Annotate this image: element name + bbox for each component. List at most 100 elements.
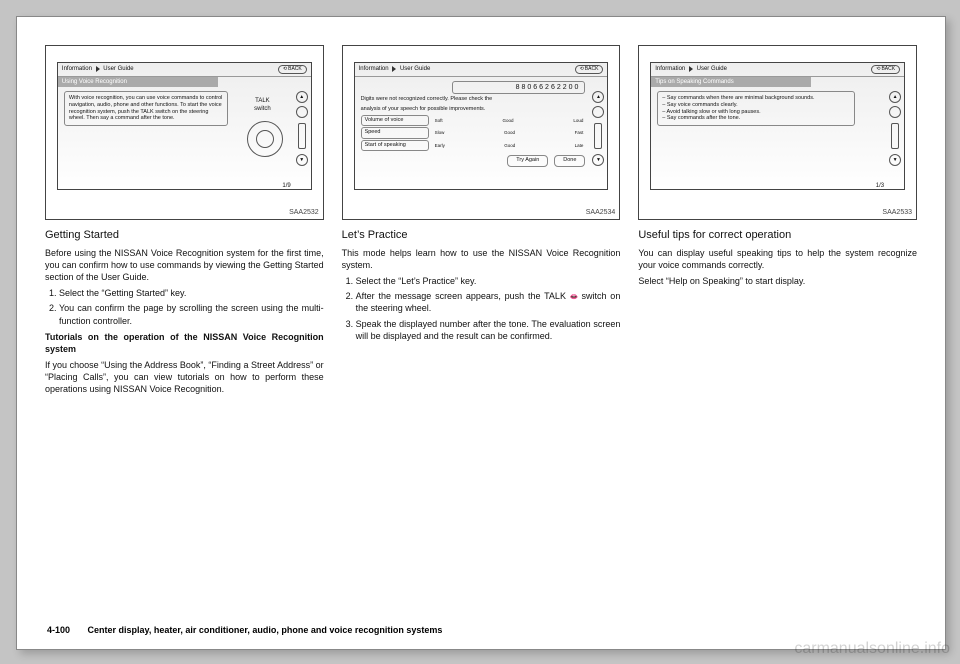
analysis-row: Start of speaking EarlyGoodLate	[361, 140, 586, 151]
ordered-list: Select the “Getting Started” key. You ca…	[59, 287, 324, 326]
column-3: Information User Guide ⟲ BACK Tips on Sp…	[638, 45, 917, 567]
screen-body: With voice recognition, you can use voic…	[58, 87, 311, 193]
done-button[interactable]: Done	[554, 155, 585, 166]
manual-page: Information User Guide ⟲ BACK Using Voic…	[16, 16, 946, 650]
scrollbar[interactable]	[594, 123, 602, 149]
figure-1: Information User Guide ⟲ BACK Using Voic…	[45, 45, 324, 220]
column-1: Information User Guide ⟲ BACK Using Voic…	[45, 45, 324, 567]
up-icon[interactable]: ▲	[592, 91, 604, 103]
row-label: Volume of voice	[361, 115, 429, 126]
row-label: Start of speaking	[361, 140, 429, 151]
figure-2: Information User Guide ⟲ BACK 8806626220…	[342, 45, 621, 220]
para: If you choose “Using the Address Book”, …	[45, 359, 324, 395]
heading-useful-tips: Useful tips for correct operation	[638, 228, 917, 243]
side-controls: ▲ ▼	[592, 91, 604, 166]
screen-header: Information User Guide ⟲ BACK	[355, 63, 608, 77]
return-icon: ⟲	[283, 66, 287, 73]
tab-title: Using Voice Recognition	[58, 77, 218, 87]
screen-header: Information User Guide ⟲ BACK	[58, 63, 311, 77]
page-indicator: 1/9	[282, 182, 290, 190]
heading-lets-practice: Let’s Practice	[342, 228, 621, 243]
heading-getting-started: Getting Started	[45, 228, 324, 243]
return-icon: ⟲	[580, 66, 584, 73]
page-number: 4-100	[47, 625, 85, 635]
steering-wheel-icon	[247, 121, 283, 157]
screen-header: Information User Guide ⟲ BACK	[651, 63, 904, 77]
row-label: Speed	[361, 127, 429, 138]
instruction-box: With voice recognition, you can use voic…	[64, 91, 228, 127]
figure-3: Information User Guide ⟲ BACK Tips on Sp…	[638, 45, 917, 220]
chevron-right-icon	[689, 66, 693, 72]
crumb-left: Information	[655, 66, 685, 72]
para: Select “Help on Speaking” to start displ…	[638, 275, 917, 287]
list-item: After the message screen appears, push t…	[356, 290, 621, 314]
down-icon[interactable]: ▼	[889, 154, 901, 166]
screen-3: Information User Guide ⟲ BACK Tips on Sp…	[650, 62, 905, 190]
analysis-row: Speed SlowGoodFast	[361, 127, 586, 138]
screen-body: 88066262200 Digits were not recognized c…	[355, 77, 608, 183]
error-msg-1: Digits were not recognized correctly. Pl…	[361, 96, 586, 103]
back-button[interactable]: ⟲ BACK	[575, 65, 604, 74]
list-item: Select the “Getting Started” key.	[59, 287, 324, 299]
list-item: Speak the displayed number after the ton…	[356, 318, 621, 342]
subheading: Tutorials on the operation of the NISSAN…	[45, 331, 324, 355]
watermark: carmanualsonline.info	[794, 640, 950, 658]
figure-code: SAA2532	[289, 208, 319, 217]
crumb-right: User Guide	[697, 66, 727, 72]
figure-code: SAA2534	[586, 208, 616, 217]
gauge: SlowGoodFast	[433, 130, 586, 136]
button-row: Try Again Done	[361, 155, 586, 166]
screen-2: Information User Guide ⟲ BACK 8806626220…	[354, 62, 609, 190]
crumb-right: User Guide	[400, 66, 430, 72]
back-label: BACK	[288, 66, 302, 73]
circle-icon[interactable]	[592, 106, 604, 118]
para: Before using the NISSAN Voice Recognitio…	[45, 247, 324, 283]
gauge: EarlyGoodLate	[433, 143, 586, 149]
column-2: Information User Guide ⟲ BACK 8806626220…	[342, 45, 621, 567]
page-footer: 4-100 Center display, heater, air condit…	[47, 625, 442, 635]
figure-code: SAA2533	[882, 208, 912, 217]
back-label: BACK	[881, 66, 895, 73]
para: This mode helps learn how to use the NIS…	[342, 247, 621, 271]
three-column-layout: Information User Guide ⟲ BACK Using Voic…	[17, 17, 945, 577]
list-item: You can confirm the page by scrolling th…	[59, 302, 324, 326]
analysis-row: Volume of voice SoftGoodLoud	[361, 115, 586, 126]
back-button[interactable]: ⟲ BACK	[278, 65, 307, 74]
error-msg-2: analysis of your speech for possible imp…	[361, 106, 586, 113]
side-controls: ▲ ▼	[296, 91, 308, 166]
chevron-right-icon	[96, 66, 100, 72]
page-indicator: 1/3	[876, 182, 884, 190]
chevron-right-icon	[392, 66, 396, 72]
gauge: SoftGoodLoud	[433, 118, 586, 124]
para: You can display useful speaking tips to …	[638, 247, 917, 271]
back-label: BACK	[585, 66, 599, 73]
up-icon[interactable]: ▲	[296, 91, 308, 103]
crumb-right: User Guide	[103, 66, 133, 72]
tab-title: Tips on Speaking Commands	[651, 77, 811, 87]
down-icon[interactable]: ▼	[296, 154, 308, 166]
breadcrumb: Information User Guide	[359, 65, 431, 73]
back-button[interactable]: ⟲ BACK	[871, 65, 900, 74]
breadcrumb: Information User Guide	[62, 65, 134, 73]
scrollbar[interactable]	[891, 123, 899, 149]
screen-body: – Say commands when there are minimal ba…	[651, 87, 904, 193]
crumb-left: Information	[359, 66, 389, 72]
return-icon: ⟲	[876, 66, 880, 73]
list-item: Select the “Let’s Practice” key.	[356, 275, 621, 287]
section-title: Center display, heater, air conditioner,…	[88, 625, 443, 635]
circle-icon[interactable]	[889, 106, 901, 118]
screen-1: Information User Guide ⟲ BACK Using Voic…	[57, 62, 312, 190]
breadcrumb: Information User Guide	[655, 65, 727, 73]
talk-icon: 👄	[570, 294, 578, 302]
crumb-left: Information	[62, 66, 92, 72]
down-icon[interactable]: ▼	[592, 154, 604, 166]
side-controls: ▲ ▼	[889, 91, 901, 166]
tips-box: – Say commands when there are minimal ba…	[657, 91, 855, 127]
try-again-button[interactable]: Try Again	[507, 155, 548, 166]
up-icon[interactable]: ▲	[889, 91, 901, 103]
scrollbar[interactable]	[298, 123, 306, 149]
circle-icon[interactable]	[296, 106, 308, 118]
ordered-list: Select the “Let’s Practice” key. After t…	[356, 275, 621, 342]
digits-display: 88066262200	[452, 81, 586, 94]
talk-label: TALKswitch	[254, 97, 271, 113]
